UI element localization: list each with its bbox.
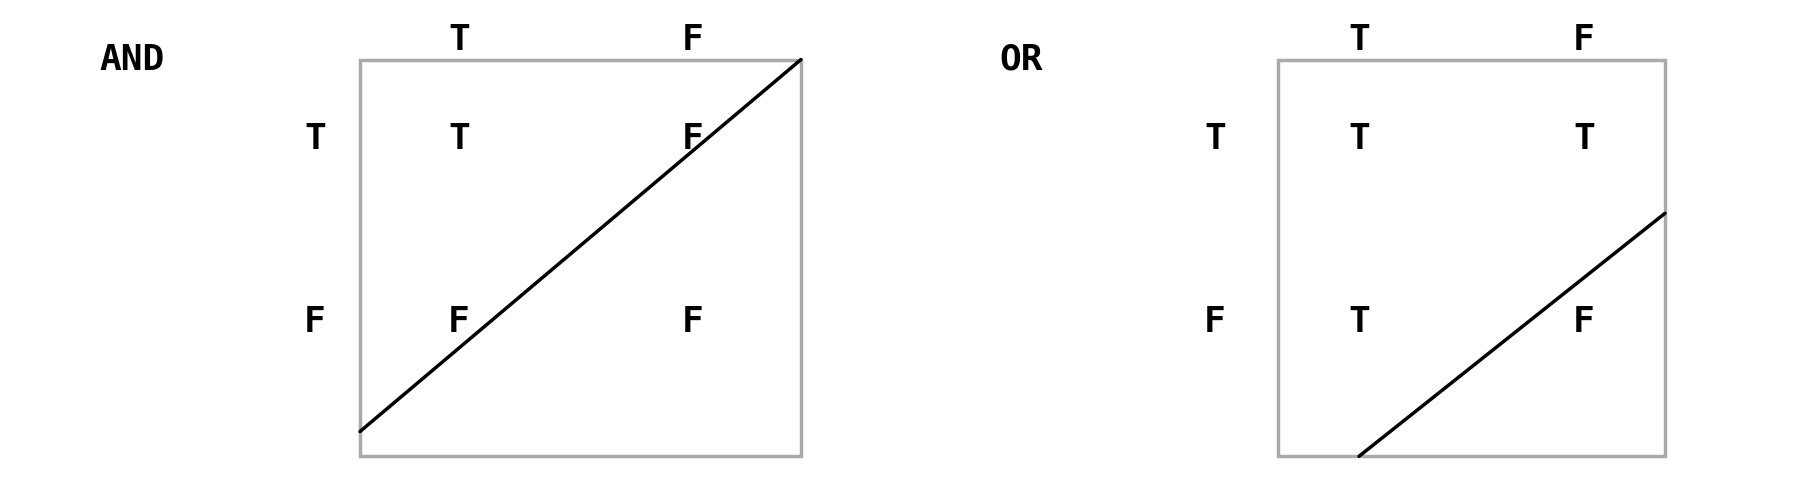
Text: F: F	[1573, 306, 1595, 339]
Text: F: F	[1573, 23, 1595, 57]
Text: OR: OR	[999, 43, 1042, 76]
Text: T: T	[1348, 306, 1370, 339]
Text: T: T	[1348, 23, 1370, 57]
Text: T: T	[1348, 122, 1370, 156]
Text: T: T	[1204, 122, 1226, 156]
Bar	[1278, 60, 1665, 456]
Text: AND: AND	[99, 43, 164, 76]
Bar	[360, 60, 801, 456]
Text: F: F	[304, 306, 326, 339]
Text: T: T	[304, 122, 326, 156]
Text: F: F	[682, 122, 704, 156]
Text: F: F	[448, 306, 470, 339]
Text: F: F	[1204, 306, 1226, 339]
Text: T: T	[448, 122, 470, 156]
Text: T: T	[1573, 122, 1595, 156]
Text: F: F	[682, 23, 704, 57]
Text: T: T	[448, 23, 470, 57]
Text: F: F	[682, 306, 704, 339]
